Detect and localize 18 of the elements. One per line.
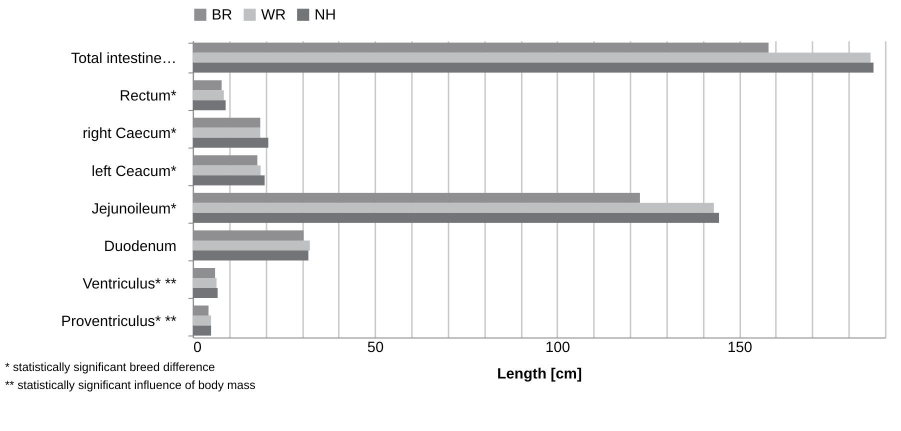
y-tick-label: Proventriculus* ** [61, 314, 177, 330]
x-tick-label: 100 [545, 340, 570, 356]
y-tick-label: Total intestine… [71, 51, 177, 68]
x-tick-label: 50 [367, 340, 384, 356]
y-tick-label: left Ceacum* [92, 164, 177, 180]
legend-label: BR [212, 8, 233, 24]
y-tick-label: right Caecum* [82, 126, 177, 142]
x-tick-label: 0 [193, 340, 202, 356]
legend-label: NH [314, 8, 336, 24]
legend-label: WR [261, 8, 286, 24]
x-tick-label: 150 [728, 340, 752, 356]
text: * statistically significant breed difference [4, 360, 216, 374]
y-tick-label: Jejunoileum* [92, 201, 177, 218]
x-axis-title: Length [cm] [497, 366, 582, 383]
y-tick-label: Duodenum [104, 238, 177, 255]
text: ** statistically significant influence of body mass [4, 378, 256, 392]
y-tick-label: Rectum* [120, 88, 177, 105]
y-tick-label: Ventriculus* ** [82, 276, 177, 292]
